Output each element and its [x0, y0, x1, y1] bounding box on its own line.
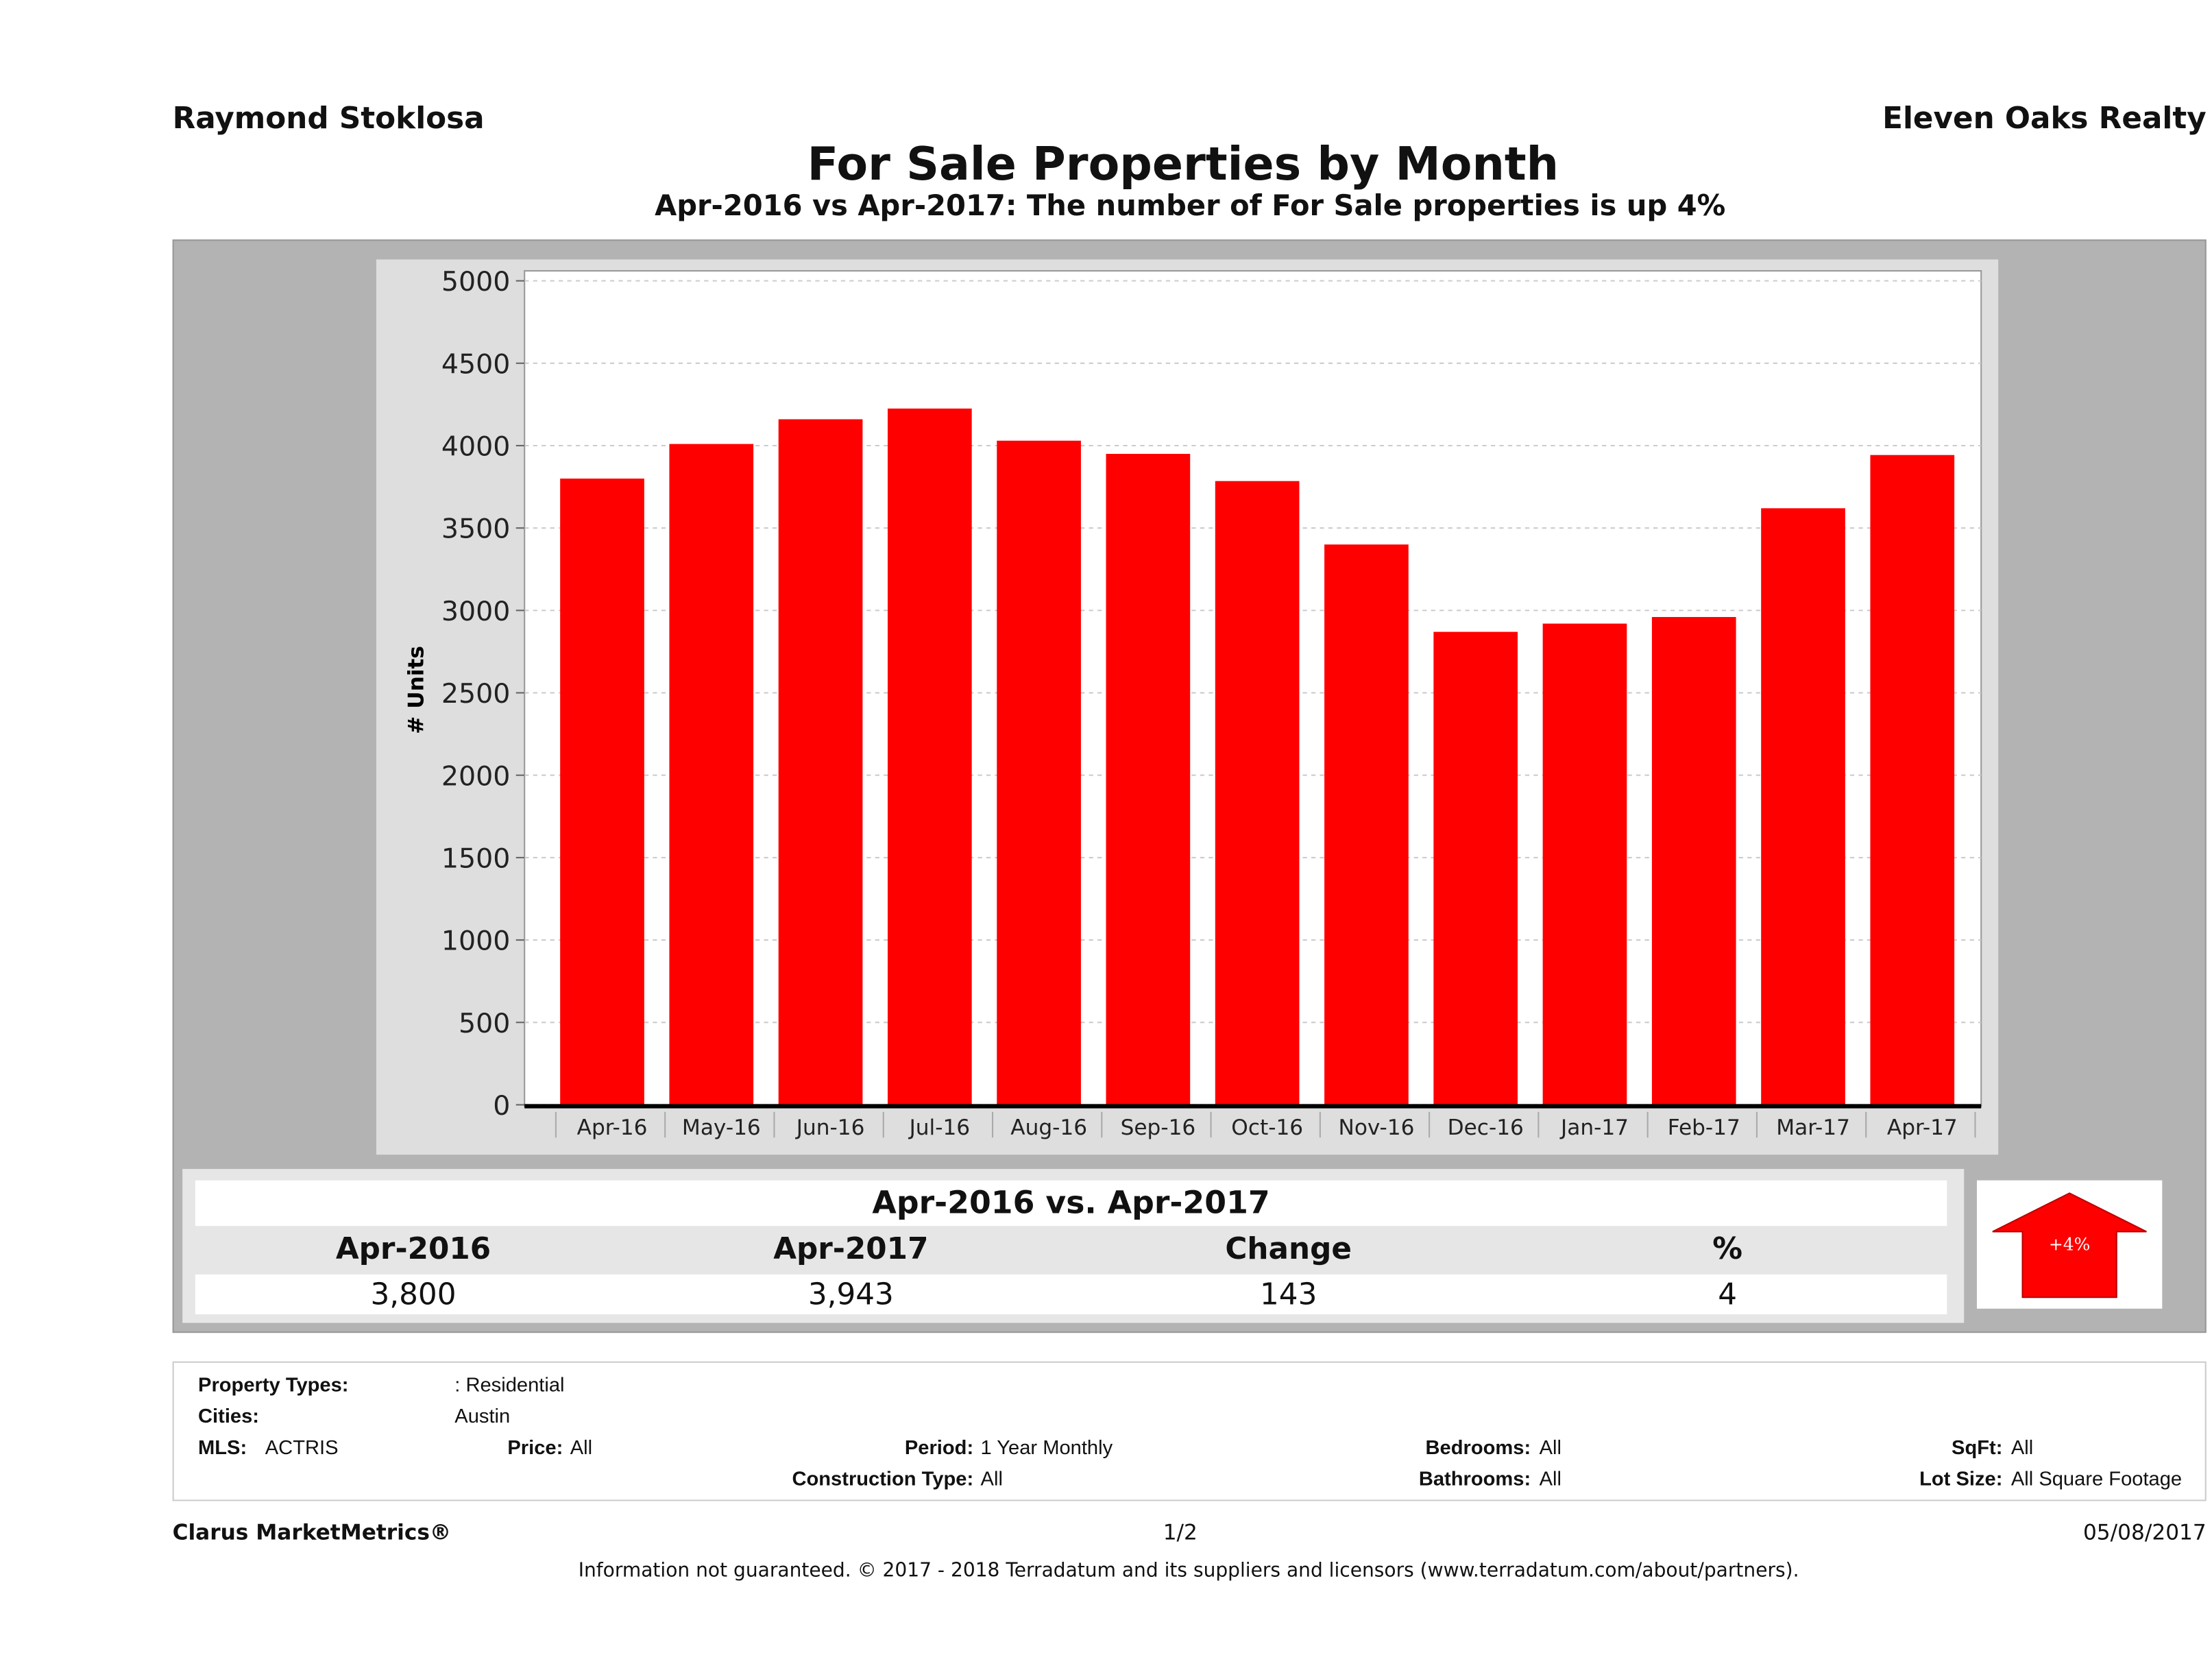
y-tick-label: 3500: [441, 514, 511, 545]
bar-jul-16: [887, 408, 972, 1105]
sqft-label: SqFt:: [1952, 1435, 2003, 1459]
x-tick-label: Aug-16: [1010, 1115, 1087, 1140]
x-tick-label: Mar-17: [1776, 1115, 1850, 1140]
bar-aug-16: [997, 440, 1081, 1105]
brand-name: Clarus MarketMetrics®: [172, 1519, 452, 1545]
x-tick-label: Jan-17: [1559, 1115, 1629, 1140]
change-badge: +4%: [1976, 1180, 2163, 1309]
x-tick-label: May-16: [682, 1115, 761, 1140]
bar-oct-16: [1215, 481, 1300, 1105]
value-apr-2017: 3,943: [807, 1277, 894, 1312]
x-tick-label: Nov-16: [1339, 1115, 1415, 1140]
y-tick-label: 5000: [441, 266, 511, 298]
x-tick-label: Jun-16: [795, 1115, 865, 1140]
report-filters: Property Types: : Residential Cities: Au…: [172, 1361, 2207, 1501]
bathrooms-label: Bathrooms:: [1418, 1466, 1531, 1490]
bar-chart: 0 500 1000 1500 2000 2500 3000 3500 4000 4500 5000…: [404, 266, 1982, 1140]
report-date: 05/08/2017: [2082, 1519, 2207, 1545]
bar-dec-16: [1433, 631, 1518, 1105]
comparison-table: Apr-2016 vs. Apr-2017 Apr-2016 Apr-2017 …: [182, 1169, 1965, 1323]
construction-type-label: Construction Type:: [792, 1466, 974, 1490]
y-tick-label: 3000: [441, 596, 511, 627]
y-tick-label: 2000: [441, 760, 511, 792]
y-tick-label: 0: [493, 1090, 510, 1122]
price-value: All: [570, 1435, 593, 1459]
y-axis-label: # Units: [404, 646, 429, 734]
construction-type-value: All: [980, 1466, 1003, 1490]
col-header-percent: %: [1712, 1231, 1742, 1266]
bedrooms-label: Bedrooms:: [1425, 1435, 1531, 1459]
bar-feb-17: [1651, 616, 1736, 1105]
value-change: 143: [1260, 1277, 1317, 1312]
period-label: Period:: [904, 1435, 974, 1459]
sqft-value: All: [2010, 1435, 2034, 1459]
bar-sep-16: [1106, 454, 1191, 1105]
bar-nov-16: [1324, 544, 1409, 1105]
comparison-heading: Apr-2016 vs. Apr-2017: [872, 1185, 1270, 1222]
company-name: Eleven Oaks Realty: [1882, 101, 2207, 136]
cities-label: Cities:: [198, 1404, 260, 1427]
bar-apr-16: [560, 479, 644, 1105]
page-number: 1/2: [1163, 1519, 1198, 1545]
price-label: Price:: [507, 1435, 563, 1459]
col-header-apr-2016: Apr-2016: [335, 1231, 491, 1266]
bedrooms-value: All: [1539, 1435, 1562, 1459]
y-tick-label: 1000: [441, 926, 511, 957]
x-tick-label: Apr-16: [577, 1115, 648, 1140]
change-badge-label: +4%: [2048, 1234, 2091, 1255]
bar-jun-16: [778, 419, 863, 1105]
col-header-change: Change: [1225, 1231, 1352, 1266]
value-percent: 4: [1718, 1277, 1738, 1312]
bar-may-16: [669, 444, 754, 1105]
value-apr-2016: 3,800: [370, 1277, 457, 1312]
col-header-apr-2017: Apr-2017: [773, 1231, 929, 1266]
bar-jan-17: [1542, 623, 1627, 1105]
period-value: 1 Year Monthly: [980, 1435, 1113, 1459]
property-types-label: Property Types:: [198, 1373, 349, 1396]
up-arrow-icon: [1992, 1192, 2147, 1298]
x-tick-label: Dec-16: [1448, 1115, 1524, 1140]
x-tick-label: Feb-17: [1668, 1115, 1740, 1140]
x-tick-label: Oct-16: [1231, 1115, 1303, 1140]
disclaimer: Information not guaranteed. © 2017 - 201…: [578, 1559, 1799, 1583]
y-tick-label: 4000: [441, 431, 511, 463]
x-tick-label: Apr-17: [1887, 1115, 1958, 1140]
property-types-value: : Residential: [454, 1373, 565, 1396]
x-tick-label: Sep-16: [1121, 1115, 1196, 1140]
mls-value: ACTRIS: [265, 1435, 339, 1459]
agent-name: Raymond Stoklosa: [172, 101, 485, 136]
y-tick-label: 1500: [441, 843, 511, 874]
lot-size-value: All Square Footage: [2010, 1466, 2183, 1490]
bar-mar-17: [1761, 508, 1845, 1105]
page-title: For Sale Properties by Month: [807, 136, 1559, 191]
x-tick-label: Jul-16: [908, 1115, 971, 1140]
cities-value: Austin: [454, 1404, 511, 1427]
y-tick-label: 2500: [441, 678, 511, 710]
lot-size-label: Lot Size:: [1919, 1466, 2003, 1490]
mls-label: MLS:: [198, 1435, 247, 1459]
y-tick-label: 500: [459, 1008, 510, 1039]
bathrooms-value: All: [1539, 1466, 1562, 1490]
page-subtitle: Apr-2016 vs Apr-2017: The number of For …: [655, 188, 1726, 223]
bar-apr-17: [1870, 455, 1955, 1105]
y-tick-label: 4500: [441, 348, 511, 380]
